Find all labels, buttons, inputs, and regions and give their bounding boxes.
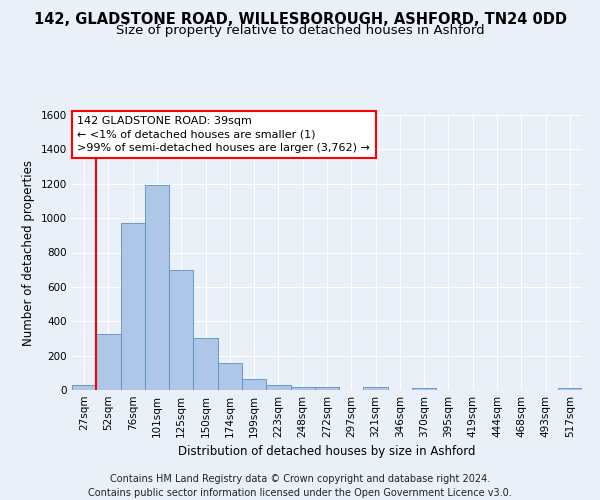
Text: 142 GLADSTONE ROAD: 39sqm
← <1% of detached houses are smaller (1)
>99% of semi-: 142 GLADSTONE ROAD: 39sqm ← <1% of detac… xyxy=(77,116,370,153)
Bar xyxy=(266,385,290,390)
Text: Contains HM Land Registry data © Crown copyright and database right 2024.
Contai: Contains HM Land Registry data © Crown c… xyxy=(88,474,512,498)
Bar xyxy=(315,386,339,390)
Text: 142, GLADSTONE ROAD, WILLESBOROUGH, ASHFORD, TN24 0DD: 142, GLADSTONE ROAD, WILLESBOROUGH, ASHF… xyxy=(34,12,566,28)
Bar xyxy=(145,186,169,390)
Bar xyxy=(290,386,315,390)
Bar xyxy=(121,224,145,390)
Bar xyxy=(193,338,218,390)
Y-axis label: Number of detached properties: Number of detached properties xyxy=(22,160,35,346)
Bar xyxy=(412,388,436,390)
Bar xyxy=(558,388,582,390)
Bar xyxy=(364,388,388,390)
Text: Size of property relative to detached houses in Ashford: Size of property relative to detached ho… xyxy=(116,24,484,37)
Bar xyxy=(96,334,121,390)
Bar xyxy=(72,385,96,390)
X-axis label: Distribution of detached houses by size in Ashford: Distribution of detached houses by size … xyxy=(178,446,476,458)
Bar xyxy=(218,364,242,390)
Bar xyxy=(242,379,266,390)
Bar xyxy=(169,270,193,390)
